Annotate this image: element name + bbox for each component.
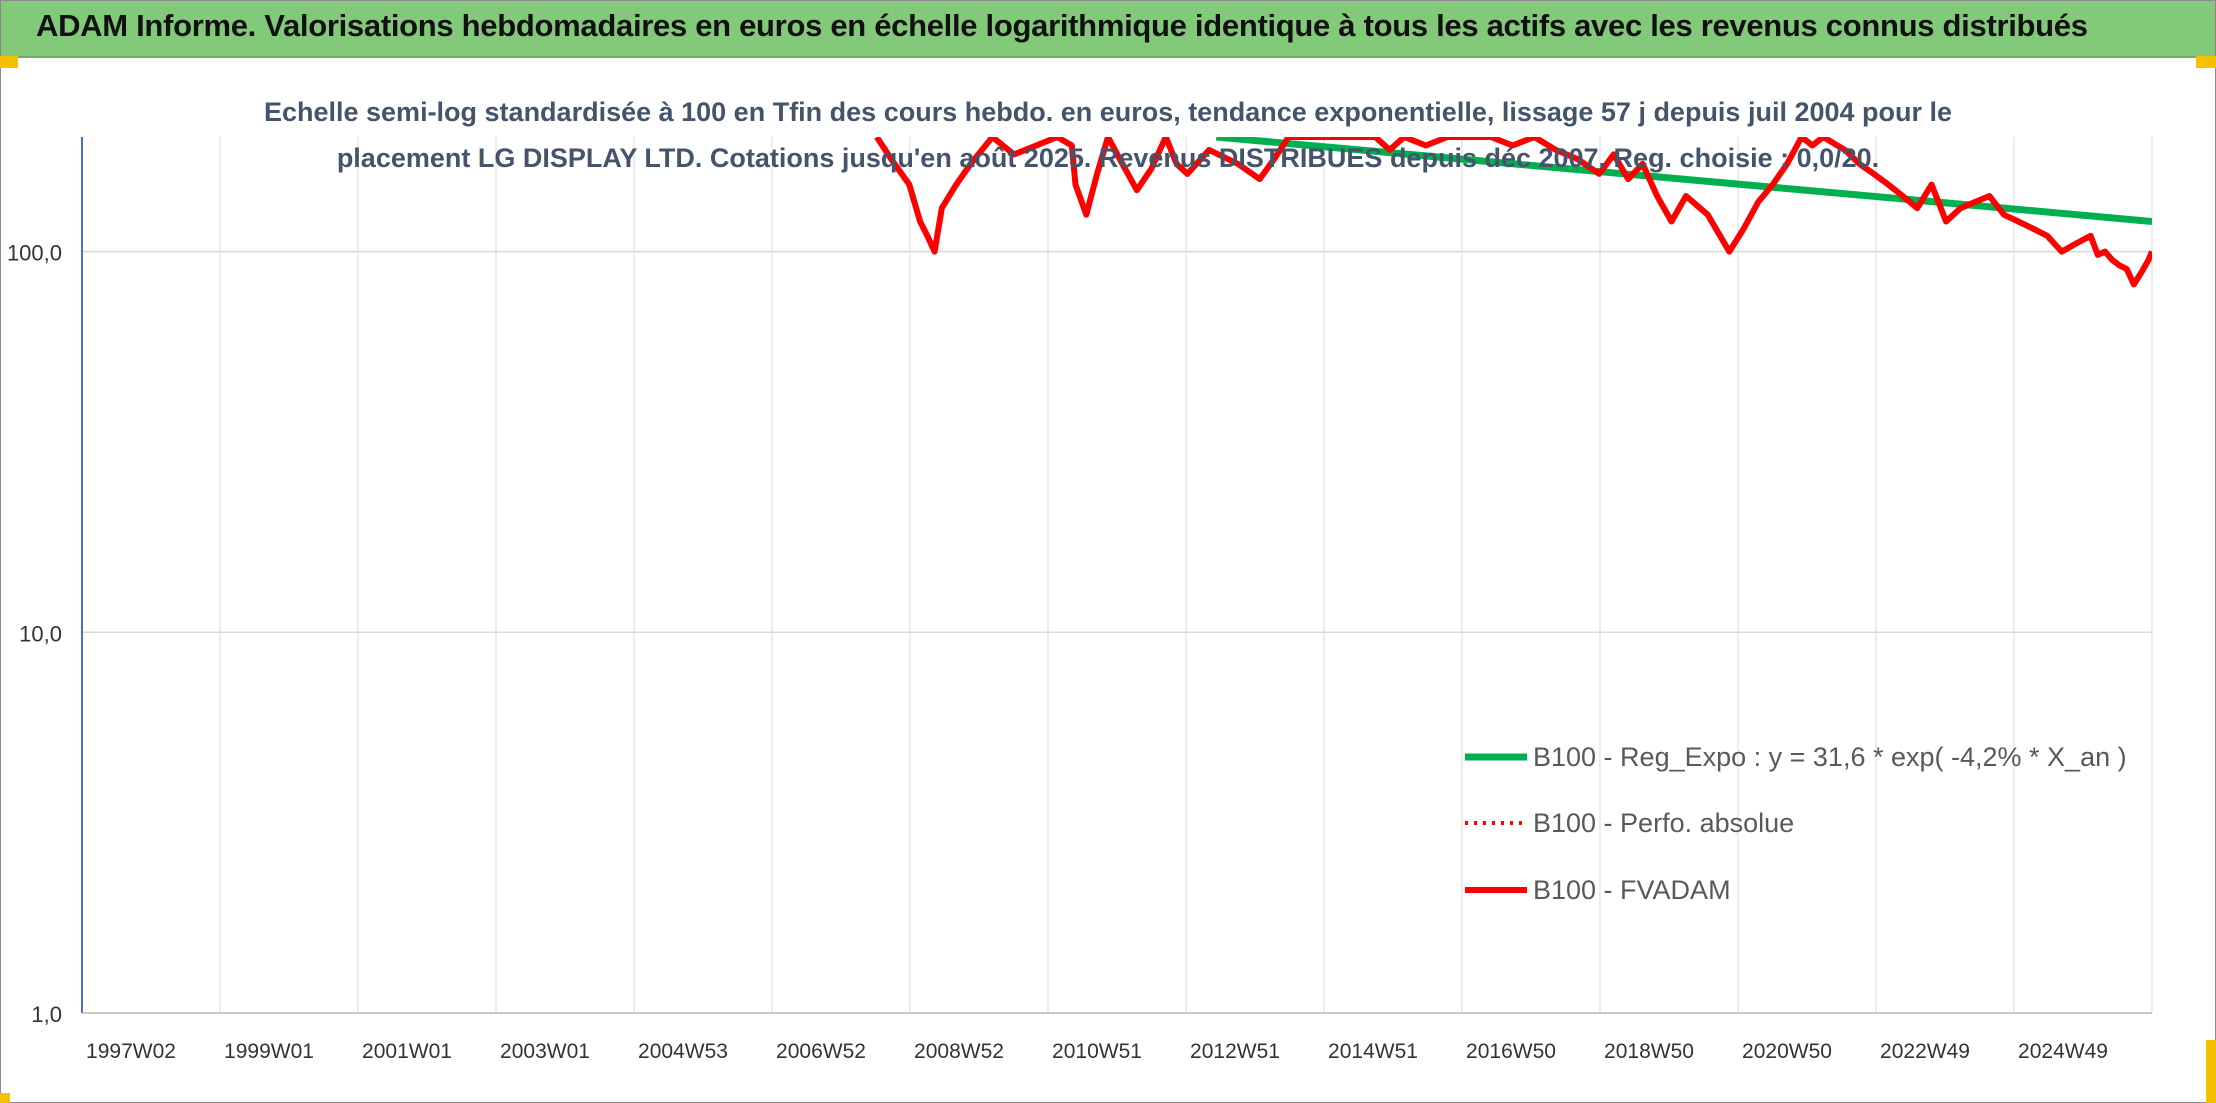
x-tick-label: 2018W50 [1604,1040,1694,1063]
x-tick-label: 1997W02 [86,1040,176,1063]
legend-label-fvadam: B100 - FVADAM [1533,875,1731,905]
x-tick-label: 2004W53 [638,1040,728,1063]
y-tick-label: 1,0 [31,1002,62,1027]
x-tick-label: 2020W50 [1742,1040,1832,1063]
corner-marker-right [2196,56,2216,68]
legend-label-reg-expo: B100 - Reg_Expo : y = 31,6 * exp( -4,2% … [1533,742,2127,772]
x-tick-label: 2012W51 [1190,1040,1280,1063]
x-tick-label: 2016W50 [1466,1040,1556,1063]
x-tick-label: 2003W01 [500,1040,590,1063]
x-tick-label: 2022W49 [1880,1040,1970,1063]
report-title-bar: ADAM Informe. Valorisations hebdomadaire… [0,0,2216,58]
chart-title-line-2: placement LG DISPLAY LTD. Cotations jusq… [336,143,1880,173]
x-tick-label: 2014W51 [1328,1040,1418,1063]
series-line-fvadam [874,137,2152,288]
chart-title-line-1: Echelle semi-log standardisée à 100 en T… [263,97,1953,127]
corner-marker-bottom-left [0,1093,10,1103]
x-tick-label: 2008W52 [914,1040,1004,1063]
y-tick-label: 10,0 [19,621,62,646]
x-tick-label: 2001W01 [362,1040,452,1063]
y-tick-label: 100,0 [7,241,62,266]
corner-marker-bottom-right [2206,1040,2216,1103]
x-tick-label: 2010W51 [1052,1040,1142,1063]
legend-label-perfo-absolue: B100 - Perfo. absolue [1533,808,1794,838]
report-title: ADAM Informe. Valorisations hebdomadaire… [36,8,2088,43]
x-tick-label: 2024W49 [2018,1040,2108,1063]
x-tick-label: 2006W52 [776,1040,866,1063]
x-tick-label: 1999W01 [224,1040,314,1063]
corner-marker-left [0,56,18,68]
